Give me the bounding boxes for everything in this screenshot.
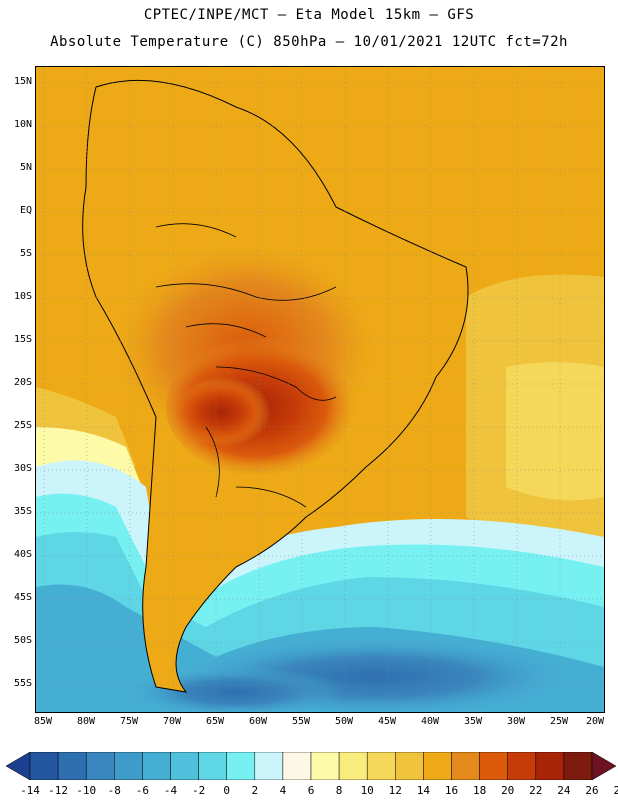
lon-label: 20W <box>585 716 605 727</box>
colorbar-label: -6 <box>135 784 150 797</box>
colorbar-label: -14 <box>20 784 40 797</box>
colorbar-label: 10 <box>360 784 374 797</box>
colorbar-swatch <box>507 752 537 780</box>
lat-label: 5S <box>19 248 32 259</box>
temperature-field <box>36 67 604 712</box>
lon-label: 75W <box>119 716 139 727</box>
map-subtitle: Absolute Temperature (C) 850hPa – 10/01/… <box>50 34 568 50</box>
lat-label: 10S <box>13 291 32 302</box>
colorbar-swatch <box>198 752 227 780</box>
lon-label: 55W <box>291 716 311 727</box>
lat-label: 45S <box>13 592 32 603</box>
colorbar-label: 24 <box>557 784 571 797</box>
colorbar-swatch <box>338 752 368 780</box>
map-title: CPTEC/INPE/MCT – Eta Model 15km – GFS <box>143 7 475 23</box>
colorbar-label: 4 <box>279 784 287 797</box>
colorbar-swatch <box>395 752 424 780</box>
colorbar-label: -12 <box>48 784 69 797</box>
lat-label: 5N <box>19 162 32 173</box>
colorbar-label: 6 <box>307 784 315 797</box>
colorbar <box>6 752 616 780</box>
colorbar-swatch <box>310 752 340 780</box>
lon-label: 40W <box>420 716 440 727</box>
colorbar-swatch <box>85 752 115 780</box>
colorbar-swatch <box>479 752 508 780</box>
colorbar-swatch <box>423 752 452 780</box>
lon-label: 25W <box>549 716 569 727</box>
colorbar-label: -4 <box>163 784 178 797</box>
lat-label: EQ <box>19 205 32 216</box>
lat-label: 30S <box>13 463 32 474</box>
colorbar-label: 22 <box>529 784 543 797</box>
colorbar-label: 12 <box>388 784 402 797</box>
colorbar-label: 26 <box>585 784 599 797</box>
colorbar-label: 8 <box>335 784 343 797</box>
lon-label: 85W <box>33 716 53 727</box>
colorbar-label: 2 <box>251 784 259 797</box>
colorbar-swatch <box>254 752 284 780</box>
colorbar-label: 18 <box>472 784 487 797</box>
colorbar-swatch <box>535 752 565 780</box>
colorbar-swatch <box>29 752 59 780</box>
lat-label: 50S <box>13 635 32 646</box>
colorbar-arrow-low <box>6 752 31 780</box>
lon-label: 50W <box>334 716 354 727</box>
colorbar-arrow-high <box>591 752 616 780</box>
colorbar-label: -10 <box>76 784 97 797</box>
lat-label: 10N <box>13 119 32 130</box>
lat-label: 25S <box>13 420 32 431</box>
colorbar-swatch <box>226 752 256 780</box>
lon-label: 65W <box>205 716 225 727</box>
lon-label: 35W <box>463 716 483 727</box>
colorbar-label: 28 <box>613 784 618 797</box>
lat-label: 35S <box>13 506 32 517</box>
colorbar-swatch <box>451 752 480 780</box>
lon-label: 30W <box>506 716 526 727</box>
colorbar-swatch <box>282 752 312 780</box>
colorbar-label: 14 <box>416 784 431 797</box>
colorbar-swatch <box>563 752 593 780</box>
colorbar-swatch <box>114 752 143 780</box>
temperature-map <box>35 66 605 713</box>
colorbar-label: -8 <box>107 784 121 797</box>
lat-label: 55S <box>13 678 32 689</box>
colorbar-swatch <box>170 752 199 780</box>
lat-label: 40S <box>13 549 32 560</box>
colorbar-label: 16 <box>444 784 459 797</box>
lat-label: 15S <box>13 334 32 345</box>
lon-label: 70W <box>162 716 182 727</box>
lon-label: 45W <box>377 716 397 727</box>
lat-label: 15N <box>13 76 32 87</box>
lon-label: 80W <box>76 716 96 727</box>
colorbar-label: 0 <box>223 784 230 797</box>
lon-label: 60W <box>248 716 268 727</box>
colorbar-swatch <box>57 752 87 780</box>
lat-label: 20S <box>13 377 32 388</box>
colorbar-label: -2 <box>191 784 206 797</box>
colorbar-label: 20 <box>501 784 515 797</box>
colorbar-swatch <box>142 752 171 780</box>
colorbar-swatch <box>366 752 396 780</box>
